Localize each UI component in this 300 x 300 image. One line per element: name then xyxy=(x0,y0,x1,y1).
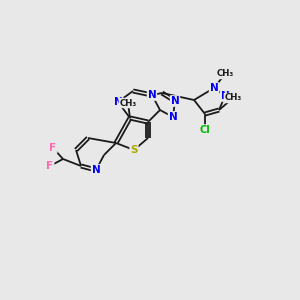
Text: N: N xyxy=(114,97,122,107)
Text: N: N xyxy=(171,96,179,106)
Text: S: S xyxy=(130,145,138,155)
Text: CH₃: CH₃ xyxy=(216,70,234,79)
Text: N: N xyxy=(148,90,156,100)
Text: N: N xyxy=(210,83,218,93)
Text: CH₃: CH₃ xyxy=(119,98,136,107)
Text: Cl: Cl xyxy=(200,125,210,135)
Text: F: F xyxy=(50,143,57,153)
Text: CH₃: CH₃ xyxy=(224,94,242,103)
Text: F: F xyxy=(46,161,54,171)
Text: N: N xyxy=(169,112,177,122)
Text: N: N xyxy=(92,165,100,175)
Text: N: N xyxy=(220,91,230,101)
